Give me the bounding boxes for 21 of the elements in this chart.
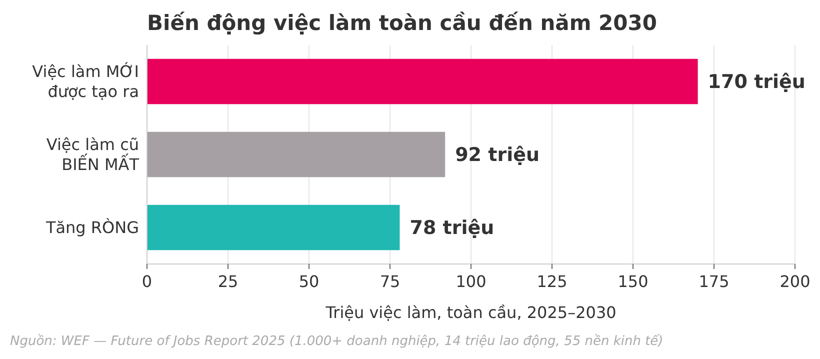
x-tick-label: 125 — [536, 272, 568, 291]
bar — [147, 58, 698, 104]
x-tick-label: 175 — [698, 272, 730, 291]
x-tick-label: 100 — [456, 272, 486, 291]
x-axis-title: Triệu việc làm, toàn cầu, 2025–2030 — [324, 303, 616, 322]
x-tick-label: 150 — [618, 272, 648, 291]
bar — [147, 132, 446, 178]
x-tick-label: 25 — [218, 272, 238, 291]
chart-title: Biến động việc làm toàn cầu đến năm 2030 — [147, 11, 657, 35]
y-tick-label: Tăng RÒNG — [44, 218, 139, 238]
y-tick-label: Việc làm MỚI được tạo ra — [32, 62, 139, 102]
data-label: 78 triệu — [410, 217, 494, 240]
bar — [147, 204, 400, 250]
text: Nguồn: WEF — Future of Jobs Report 2025 (1.000+ doanh nghiệp, 14 triệu lao động, 55 nền kinh tế) — [10, 333, 664, 349]
x-tick-label: 200 — [780, 272, 810, 291]
y-tick-label: Việc làm cũ BIẾN MẤT — [46, 135, 140, 174]
x-tick-label: 75 — [380, 272, 400, 291]
x-tick-label: 0 — [142, 272, 152, 291]
data-label: 92 triệu — [455, 144, 540, 166]
x-tick-label: 50 — [298, 272, 320, 291]
data-label: 170 triệu — [708, 71, 806, 94]
